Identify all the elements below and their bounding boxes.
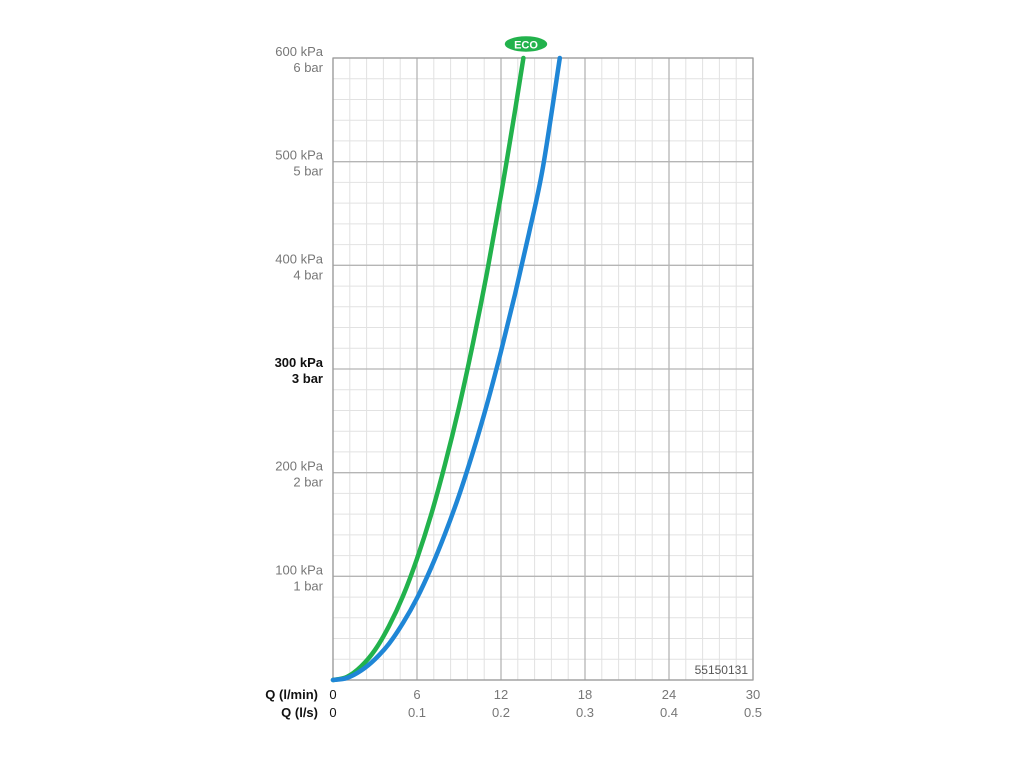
y-tick-label-kpa: 300 kPa — [275, 355, 324, 370]
x-tick-label-ls: 0 — [329, 705, 336, 720]
plot-frame — [332, 57, 754, 681]
eco-badge-label: ECO — [514, 40, 538, 52]
x-tick-label-lmin: 24 — [662, 687, 676, 702]
eco-badge: ECO — [503, 34, 549, 54]
y-tick-label-bar: 1 bar — [293, 578, 323, 593]
x-tick-label-lmin: 18 — [578, 687, 592, 702]
series-layer — [330, 55, 563, 683]
y-tick-label-kpa: 500 kPa — [275, 148, 323, 163]
y-tick-label-bar: 2 bar — [293, 475, 323, 490]
y-tick-label-kpa: 200 kPa — [275, 459, 323, 474]
x-tick-label-ls: 0.1 — [408, 705, 426, 720]
y-tick-label-bar: 3 bar — [292, 371, 323, 386]
eco-badge-shape — [503, 34, 549, 54]
x-axis-secondary-title: Q (l/s) — [281, 705, 318, 720]
model-number-annotation: 55150131 — [695, 663, 749, 677]
y-tick-label-bar: 5 bar — [293, 164, 323, 179]
x-tick-label-lmin: 12 — [494, 687, 508, 702]
y-tick-label-kpa: 100 kPa — [275, 562, 323, 577]
major-grid — [332, 57, 754, 681]
y-tick-label-kpa: 600 kPa — [275, 44, 323, 59]
x-tick-label-lmin: 0 — [329, 687, 336, 702]
y-tick-label-bar: 6 bar — [293, 60, 323, 75]
y-tick-label-kpa: 400 kPa — [275, 251, 323, 266]
x-tick-label-ls: 0.2 — [492, 705, 510, 720]
series-line-2 — [330, 55, 563, 683]
x-tick-label-ls: 0.4 — [660, 705, 678, 720]
x-tick-label-ls: 0.5 — [744, 705, 762, 720]
x-axis-labels: Q (l/min) Q (l/s) 0 6 12 18 24 30 0 0.1 0.2 0.3 0.4 0… — [265, 687, 762, 720]
x-tick-label-ls: 0.3 — [576, 705, 594, 720]
series-line-1 — [330, 55, 526, 683]
x-tick-label-lmin: 6 — [413, 687, 420, 702]
x-tick-label-lmin: 30 — [746, 687, 760, 702]
x-axis-primary-title: Q (l/min) — [265, 687, 318, 702]
y-tick-label-bar: 4 bar — [293, 267, 323, 282]
